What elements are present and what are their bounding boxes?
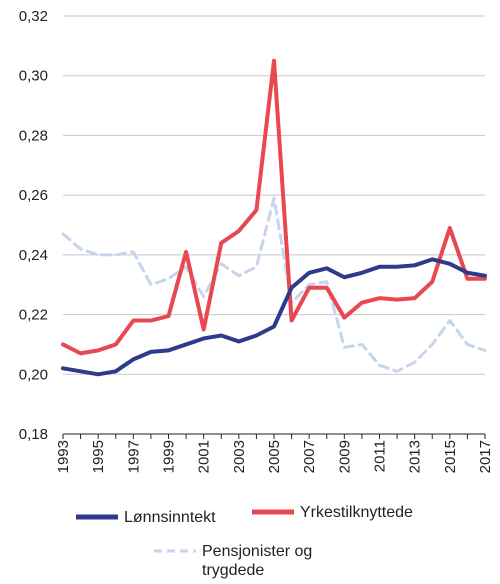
series-line-yrkestilknyttede	[61, 58, 487, 356]
x-tick-label: 1999	[161, 440, 178, 473]
legend-label-yrkestilknyttede: Yrkestilknyttede	[300, 504, 413, 521]
x-tick-label: 2017	[477, 440, 494, 473]
y-tick-label: 0,24	[19, 247, 48, 264]
y-tick-label: 0,20	[19, 366, 48, 383]
y-axis-ticks: 0,18 0,20 0,22 0,24 0,26 0,28 0,30 0,32	[19, 8, 48, 443]
x-tick-label: 2015	[442, 440, 459, 473]
legend-label-lonnsinntekt: Lønnsinntekt	[124, 509, 216, 526]
x-tick-label: 1993	[55, 440, 72, 473]
y-tick-label: 0,30	[19, 68, 48, 85]
x-tick-label: 2001	[196, 440, 213, 473]
x-tick-label: 2003	[231, 440, 248, 473]
legend-label-pensjonister-line2: trygdede	[202, 562, 264, 579]
x-tick-label: 2013	[407, 440, 424, 473]
series-lines	[61, 58, 487, 377]
legend-label-pensjonister-line1: Pensjonister og	[202, 543, 312, 560]
y-tick-label: 0,22	[19, 307, 48, 324]
legend: Lønnsinntekt Yrkestilknyttede Pensjonist…	[76, 504, 413, 579]
y-tick-label: 0,32	[19, 8, 48, 25]
x-tick-label: 2007	[301, 440, 318, 473]
x-tick-label: 2011	[372, 440, 389, 472]
series-line-pensjonister	[61, 196, 487, 373]
x-axis-ticks: 1993 1995 1997 1999 2001 2003 2005 2007 2009 2011…	[55, 434, 494, 473]
series-line-lonnsinntekt	[61, 257, 487, 377]
x-tick-label: 2005	[266, 440, 283, 473]
y-tick-label: 0,28	[19, 127, 48, 144]
x-tick-label: 1995	[90, 440, 107, 473]
y-tick-label: 0,26	[19, 187, 48, 204]
x-tick-label: 1997	[125, 440, 142, 473]
x-tick-label: 2009	[336, 440, 353, 473]
y-tick-label: 0,18	[19, 426, 48, 443]
